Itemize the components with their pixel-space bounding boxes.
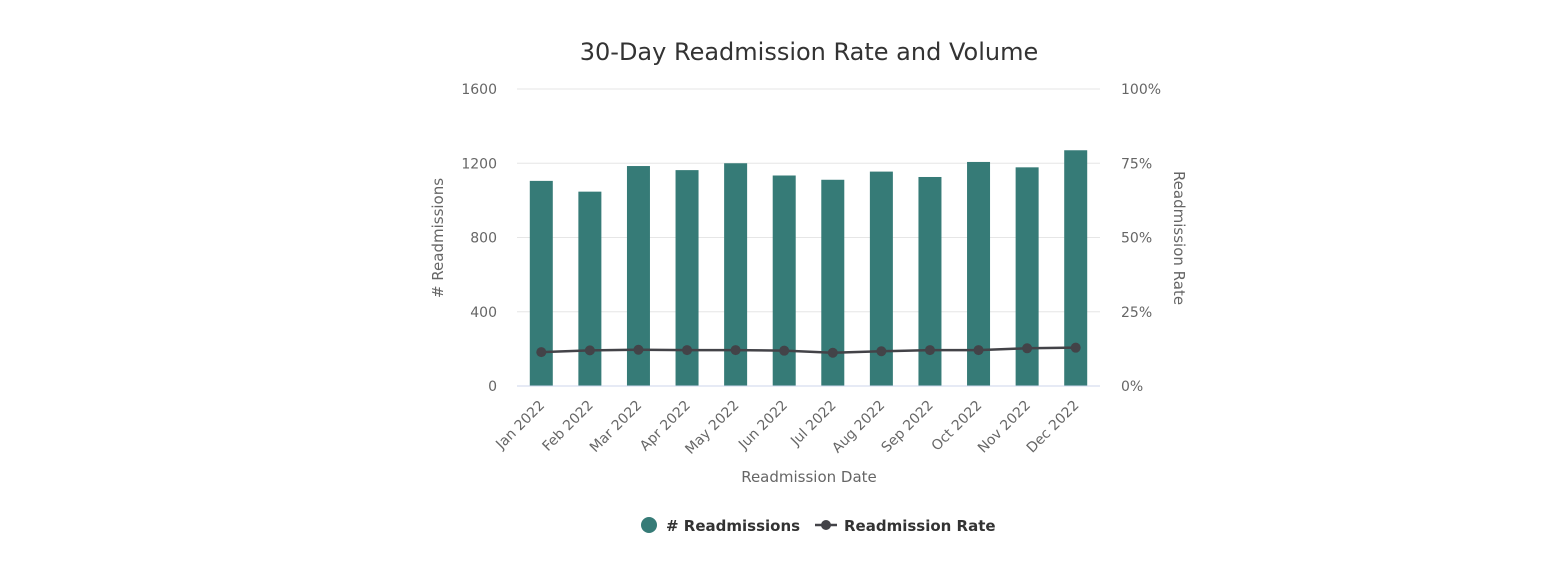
rate-point[interactable] <box>779 345 790 356</box>
bar[interactable] <box>724 163 748 386</box>
x-tick-label: Aug 2022 <box>829 398 888 457</box>
legend-swatch-marker <box>821 520 831 530</box>
y2-tick-label: 0% <box>1121 379 1143 395</box>
y2-tick-label: 25% <box>1121 305 1152 321</box>
y-axis-title: # Readmissions <box>429 178 447 298</box>
rate-point[interactable] <box>924 345 935 356</box>
bar[interactable] <box>529 180 553 386</box>
bar[interactable] <box>821 179 845 386</box>
rate-point[interactable] <box>584 345 595 356</box>
rate-line <box>541 346 1076 354</box>
y2-axis-title: Readmission Rate <box>1170 171 1188 305</box>
rate-point[interactable] <box>1022 343 1033 354</box>
x-tick-label: Mar 2022 <box>587 398 645 456</box>
bar[interactable] <box>918 176 942 386</box>
x-tick-label: Jun 2022 <box>735 398 791 454</box>
y-tick-label: 1200 <box>461 156 497 172</box>
bar[interactable] <box>1064 150 1088 386</box>
y-tick-label: 800 <box>470 231 497 247</box>
rate-point[interactable] <box>682 345 693 356</box>
bar[interactable] <box>869 171 893 386</box>
bar[interactable] <box>626 166 650 386</box>
x-tick-label: Sep 2022 <box>878 398 936 456</box>
legend-label-readmission-rate: Readmission Rate <box>844 517 996 535</box>
y-tick-label: 1600 <box>461 82 497 98</box>
rate-point[interactable] <box>536 347 547 358</box>
y2-axis-ticks: 0% 25% 50% 75% 100% <box>1121 82 1161 395</box>
rate-point[interactable] <box>876 346 887 357</box>
rate-point[interactable] <box>973 345 984 356</box>
rate-point[interactable] <box>730 345 741 356</box>
bar[interactable] <box>675 170 699 386</box>
legend-item-readmissions[interactable]: # Readmissions <box>641 517 800 535</box>
bar-series <box>529 150 1088 386</box>
chart-title: 30-Day Readmission Rate and Volume <box>580 38 1038 66</box>
x-tick-label: Dec 2022 <box>1024 398 1083 457</box>
y-axis-ticks: 0 400 800 1200 1600 <box>461 82 497 395</box>
legend: # Readmissions Readmission Rate <box>641 517 996 535</box>
bar[interactable] <box>1015 167 1039 386</box>
y-tick-label: 400 <box>470 305 497 321</box>
bar[interactable] <box>967 161 991 386</box>
y-tick-label: 0 <box>488 379 497 395</box>
legend-item-readmission-rate[interactable]: Readmission Rate <box>815 517 996 535</box>
bar[interactable] <box>578 191 602 386</box>
x-axis-title: Readmission Date <box>741 468 877 486</box>
rate-point[interactable] <box>633 344 644 355</box>
legend-label-readmissions: # Readmissions <box>666 517 800 535</box>
y2-tick-label: 75% <box>1121 156 1152 172</box>
gridlines <box>517 88 1100 313</box>
rate-point[interactable] <box>1070 342 1081 353</box>
bar[interactable] <box>772 175 796 386</box>
y2-tick-label: 100% <box>1121 82 1161 98</box>
rate-point[interactable] <box>827 347 838 358</box>
y2-tick-label: 50% <box>1121 231 1152 247</box>
line-series <box>536 342 1081 358</box>
legend-swatch-circle <box>641 517 657 533</box>
